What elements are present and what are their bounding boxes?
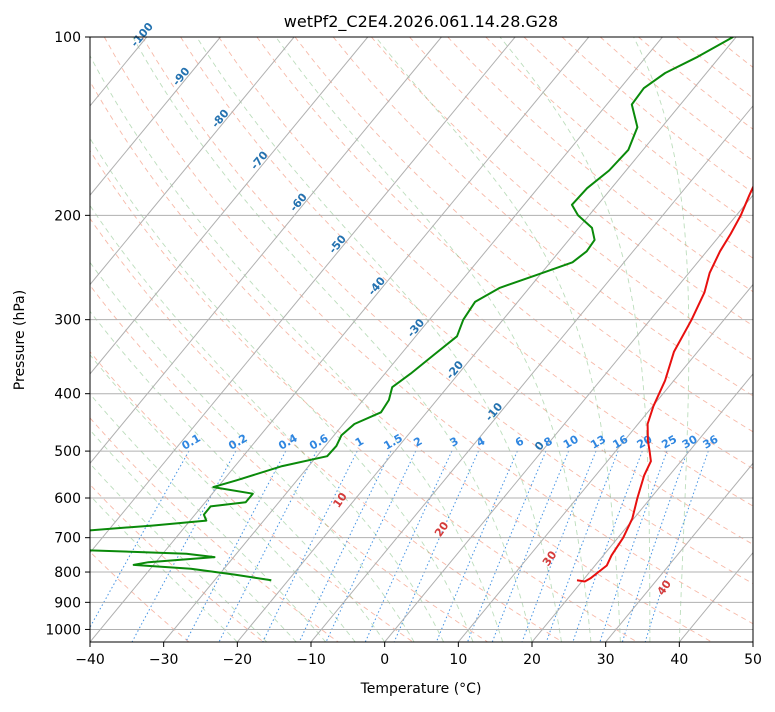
mixing-ratio-line: [394, 451, 478, 642]
dry-adiabat-line: [715, 37, 775, 642]
mixing-ratio-label: 16: [610, 432, 630, 451]
y-tick-label: 900: [54, 595, 81, 611]
isotherm-gridline: [90, 37, 589, 642]
mixing-ratio-label: 13: [588, 433, 608, 452]
mixing-ratio-label: 10: [561, 432, 581, 451]
plot-frame: [90, 37, 753, 642]
dry-adiabat-label: 10: [330, 490, 350, 510]
moist-adiabat-line: [0, 37, 355, 642]
dry-adiabat-label: 30: [540, 548, 560, 568]
x-tick-label: 30: [597, 652, 615, 668]
dry-adiabat-line: [677, 37, 775, 642]
x-tick-label: −30: [149, 652, 179, 668]
y-tick-label: 100: [54, 30, 81, 46]
mixing-ratio-line: [645, 451, 708, 642]
isotherm-gridline: [0, 37, 294, 642]
mixing-ratio-label: 6: [513, 434, 526, 449]
mixing-ratio-label: 25: [659, 433, 679, 452]
mixing-ratio-line: [622, 451, 687, 642]
mixing-ratio-line: [546, 451, 618, 642]
x-axis-label: Temperature (°C): [360, 681, 482, 697]
mixing-ratio-label: 0.4: [276, 431, 300, 452]
dry-adiabat-line: [371, 37, 775, 642]
dry-adiabat-line: [639, 37, 775, 642]
x-tick-label: 50: [744, 652, 762, 668]
dry-adiabat-line: [0, 37, 338, 642]
moist-adiabat-line: [500, 37, 650, 642]
y-tick-label: 400: [54, 387, 81, 403]
x-tick-label: 0: [380, 652, 389, 668]
moist-adiabat-line: [0, 37, 296, 642]
y-tick-label: 800: [54, 565, 81, 581]
mixing-ratio-label: 1: [353, 435, 366, 450]
chart-title: wetPf2_C2E4.2026.061.14.28.G28: [284, 12, 558, 32]
isotherm-label: -10: [483, 400, 506, 424]
mixing-ratio-line: [263, 451, 357, 642]
mixing-ratio-label: 0.2: [226, 432, 249, 453]
mixing-ratio-lines: [82, 451, 709, 642]
dry-adiabat-line: [448, 37, 775, 642]
dry-adiabat-line: [600, 37, 775, 642]
x-tick-label: 20: [523, 652, 541, 668]
y-tick-label: 600: [54, 491, 81, 507]
dry-adiabat-line: [333, 37, 775, 642]
mixing-ratio-line: [468, 451, 546, 642]
isotherm-label: -40: [365, 274, 388, 298]
isotherm-label: -60: [287, 190, 310, 214]
mixing-ratio-line: [219, 451, 317, 642]
isotherm-label: -70: [248, 148, 271, 172]
x-tick-label: −40: [75, 652, 105, 668]
x-tick-label: 40: [670, 652, 688, 668]
mixing-ratio-label: 36: [701, 432, 721, 451]
isotherm-gridline: [679, 37, 775, 642]
y-axis-label: Pressure (hPa): [12, 290, 28, 390]
mixing-ratio-label: 0.6: [307, 431, 331, 452]
isotherm-label: -90: [170, 65, 193, 89]
mixing-ratio-line: [436, 451, 517, 642]
mixing-ratio-line: [600, 451, 667, 642]
y-tick-label: 1000: [45, 622, 81, 638]
isotherm-gridline: [532, 37, 775, 642]
dry-adiabat-label: 40: [655, 577, 675, 597]
isotherm-label: -100: [128, 20, 156, 50]
y-tick-label: 500: [54, 444, 81, 460]
isotherm-gridline: [237, 37, 736, 642]
moist-adiabat-line: [0, 37, 444, 642]
dry-adiabat-line: [562, 37, 775, 642]
x-tick-label: 10: [449, 652, 467, 668]
moist-adiabat-line: [0, 37, 326, 642]
mixing-ratio-label: 3: [448, 435, 461, 450]
mixing-ratio-line: [573, 451, 643, 642]
x-tick-label: −10: [296, 652, 326, 668]
isotherm-gridline: [753, 37, 775, 642]
y-tick-label: 200: [54, 208, 81, 224]
dry-adiabat-line: [0, 37, 562, 642]
isotherm-gridline: [0, 37, 73, 642]
mixing-ratio-label: 0.1: [179, 432, 202, 453]
y-tick-label: 700: [54, 531, 81, 547]
isotherm-label: -80: [209, 107, 232, 131]
mixing-ratio-label: 30: [680, 432, 700, 451]
dry-adiabat-line: [753, 37, 775, 642]
mixing-ratio-label: 20: [635, 432, 655, 451]
isotherm-label: -50: [326, 232, 349, 256]
dry-adiabat-label: 20: [432, 519, 452, 539]
dry-adiabat-line: [486, 37, 775, 642]
dry-adiabat-line: [181, 37, 775, 642]
isotherm-gridline: [606, 37, 775, 642]
moist-adiabat-line: [197, 37, 562, 642]
mixing-ratio-label: 4: [474, 434, 487, 449]
mixing-ratio-label: 2: [411, 435, 424, 450]
dry-adiabat-line: [219, 37, 775, 642]
y-tick-label: 300: [54, 313, 81, 329]
dry-adiabat-line: [257, 37, 775, 642]
x-tick-label: −20: [223, 652, 253, 668]
